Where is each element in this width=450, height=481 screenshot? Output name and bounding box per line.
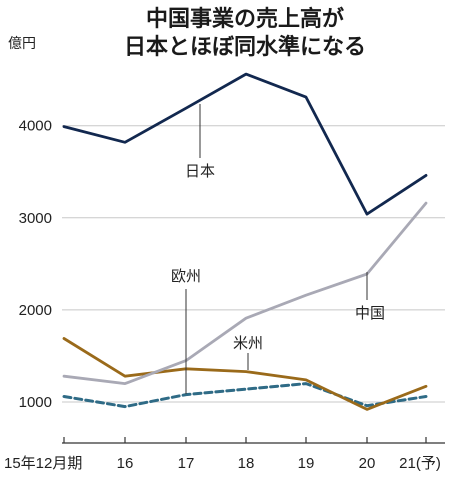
y-axis-unit: 億円 [8, 36, 36, 52]
chart-title-line-1: 中国事業の売上高が [146, 6, 344, 32]
y-tick-label: 4000 [19, 118, 52, 135]
series-line-4 [62, 382, 428, 409]
y-tick-label: 3000 [19, 210, 52, 227]
x-tick-label: 19 [298, 455, 315, 472]
chart-title: 中国事業の売上高が 日本とほぼ同水準になる [124, 6, 366, 60]
series-line-3 [62, 337, 428, 411]
x-tick-label: 17 [178, 455, 195, 472]
x-tick-label: 20 [359, 455, 376, 472]
y-tick-labels: 1000 2000 3000 4000 [19, 118, 52, 411]
china-label: 中国 [355, 304, 385, 322]
y-tick-label: 1000 [19, 394, 52, 411]
series-lines [62, 72, 428, 411]
series-line-2 [62, 201, 428, 386]
gridlines [62, 125, 445, 403]
japan-label: 日本 [185, 162, 215, 180]
chart-title-line-2: 日本とほぼ同水準になる [124, 34, 366, 60]
series-line-1 [62, 72, 428, 216]
y-tick-label: 2000 [19, 302, 52, 319]
europe-label: 欧州 [171, 267, 201, 285]
x-tick-label: 21(予) [399, 455, 441, 472]
x-tick-label: 18 [238, 455, 255, 472]
americas-label: 米州 [233, 334, 263, 352]
x-tick-label: 16 [117, 455, 134, 472]
x-tick-label: 15年12月期 [4, 455, 82, 472]
x-axis: 15年12月期 16 17 18 19 20 21(予) [4, 437, 445, 472]
